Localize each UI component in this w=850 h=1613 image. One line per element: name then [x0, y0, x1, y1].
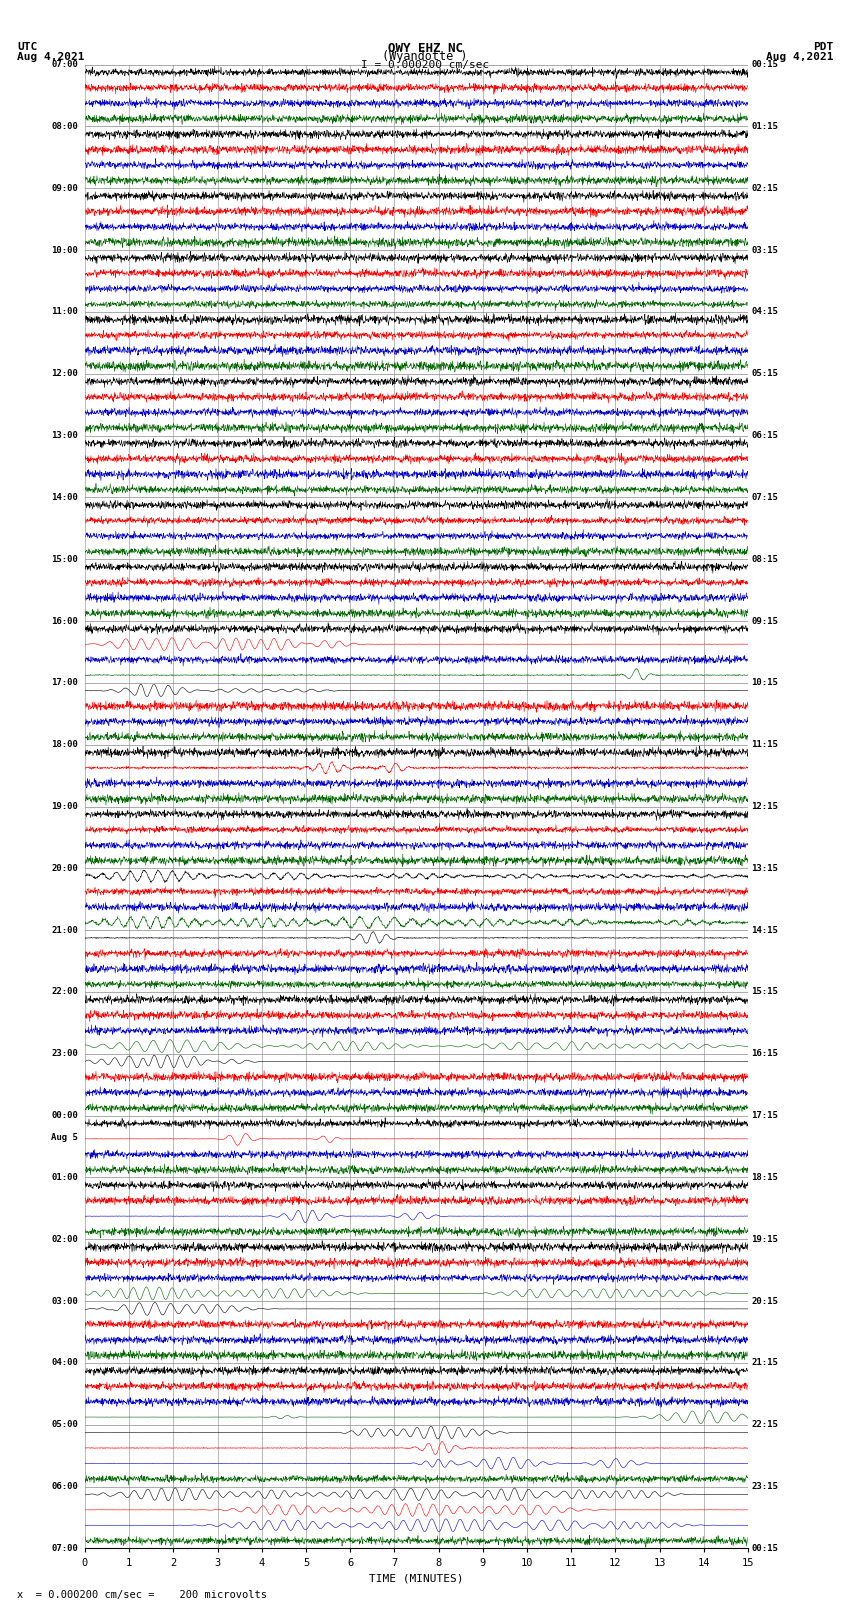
Text: 16:15: 16:15: [751, 1050, 779, 1058]
Text: 21:00: 21:00: [52, 926, 78, 934]
Text: QWY EHZ NC: QWY EHZ NC: [388, 42, 462, 55]
Text: 23:00: 23:00: [52, 1050, 78, 1058]
Text: 12:00: 12:00: [52, 369, 78, 377]
Text: 03:15: 03:15: [751, 245, 779, 255]
Text: 05:15: 05:15: [751, 369, 779, 377]
Text: 08:15: 08:15: [751, 555, 779, 563]
Text: 08:00: 08:00: [52, 123, 78, 131]
Text: Aug 5: Aug 5: [52, 1132, 78, 1142]
Text: 22:15: 22:15: [751, 1421, 779, 1429]
Text: 12:15: 12:15: [751, 802, 779, 811]
Text: 11:00: 11:00: [52, 308, 78, 316]
Text: 19:00: 19:00: [52, 802, 78, 811]
Text: PDT: PDT: [813, 42, 833, 52]
Text: 17:00: 17:00: [52, 679, 78, 687]
Text: 00:15: 00:15: [751, 1544, 779, 1553]
Text: 17:15: 17:15: [751, 1111, 779, 1119]
Text: 10:00: 10:00: [52, 245, 78, 255]
Text: 09:15: 09:15: [751, 616, 779, 626]
Text: 14:15: 14:15: [751, 926, 779, 934]
Text: 05:00: 05:00: [52, 1421, 78, 1429]
Text: 19:15: 19:15: [751, 1236, 779, 1244]
Text: 21:15: 21:15: [751, 1358, 779, 1368]
Text: Aug 4,2021: Aug 4,2021: [766, 52, 833, 61]
Text: 20:15: 20:15: [751, 1297, 779, 1305]
Text: 14:00: 14:00: [52, 494, 78, 502]
Text: 01:00: 01:00: [52, 1173, 78, 1182]
Text: 23:15: 23:15: [751, 1482, 779, 1490]
Text: 11:15: 11:15: [751, 740, 779, 748]
Text: 15:15: 15:15: [751, 987, 779, 997]
Text: 10:15: 10:15: [751, 679, 779, 687]
X-axis label: TIME (MINUTES): TIME (MINUTES): [369, 1573, 464, 1582]
Text: 13:15: 13:15: [751, 865, 779, 873]
Text: 07:00: 07:00: [52, 1544, 78, 1553]
Text: 00:00: 00:00: [52, 1111, 78, 1119]
Text: 09:00: 09:00: [52, 184, 78, 192]
Text: x  = 0.000200 cm/sec =    200 microvolts: x = 0.000200 cm/sec = 200 microvolts: [17, 1590, 267, 1600]
Text: 01:15: 01:15: [751, 123, 779, 131]
Text: 16:00: 16:00: [52, 616, 78, 626]
Text: I = 0.000200 cm/sec: I = 0.000200 cm/sec: [361, 60, 489, 69]
Text: 22:00: 22:00: [52, 987, 78, 997]
Text: 02:15: 02:15: [751, 184, 779, 192]
Text: 13:00: 13:00: [52, 431, 78, 440]
Text: 00:15: 00:15: [751, 60, 779, 69]
Text: 18:15: 18:15: [751, 1173, 779, 1182]
Text: 07:15: 07:15: [751, 494, 779, 502]
Text: 20:00: 20:00: [52, 865, 78, 873]
Text: 03:00: 03:00: [52, 1297, 78, 1305]
Text: (Wyandotte ): (Wyandotte ): [382, 50, 468, 63]
Text: 06:15: 06:15: [751, 431, 779, 440]
Text: UTC: UTC: [17, 42, 37, 52]
Text: 15:00: 15:00: [52, 555, 78, 563]
Text: 04:15: 04:15: [751, 308, 779, 316]
Text: Aug 4,2021: Aug 4,2021: [17, 52, 84, 61]
Text: 04:00: 04:00: [52, 1358, 78, 1368]
Text: 18:00: 18:00: [52, 740, 78, 748]
Text: 02:00: 02:00: [52, 1236, 78, 1244]
Text: 07:00: 07:00: [52, 60, 78, 69]
Text: 06:00: 06:00: [52, 1482, 78, 1490]
